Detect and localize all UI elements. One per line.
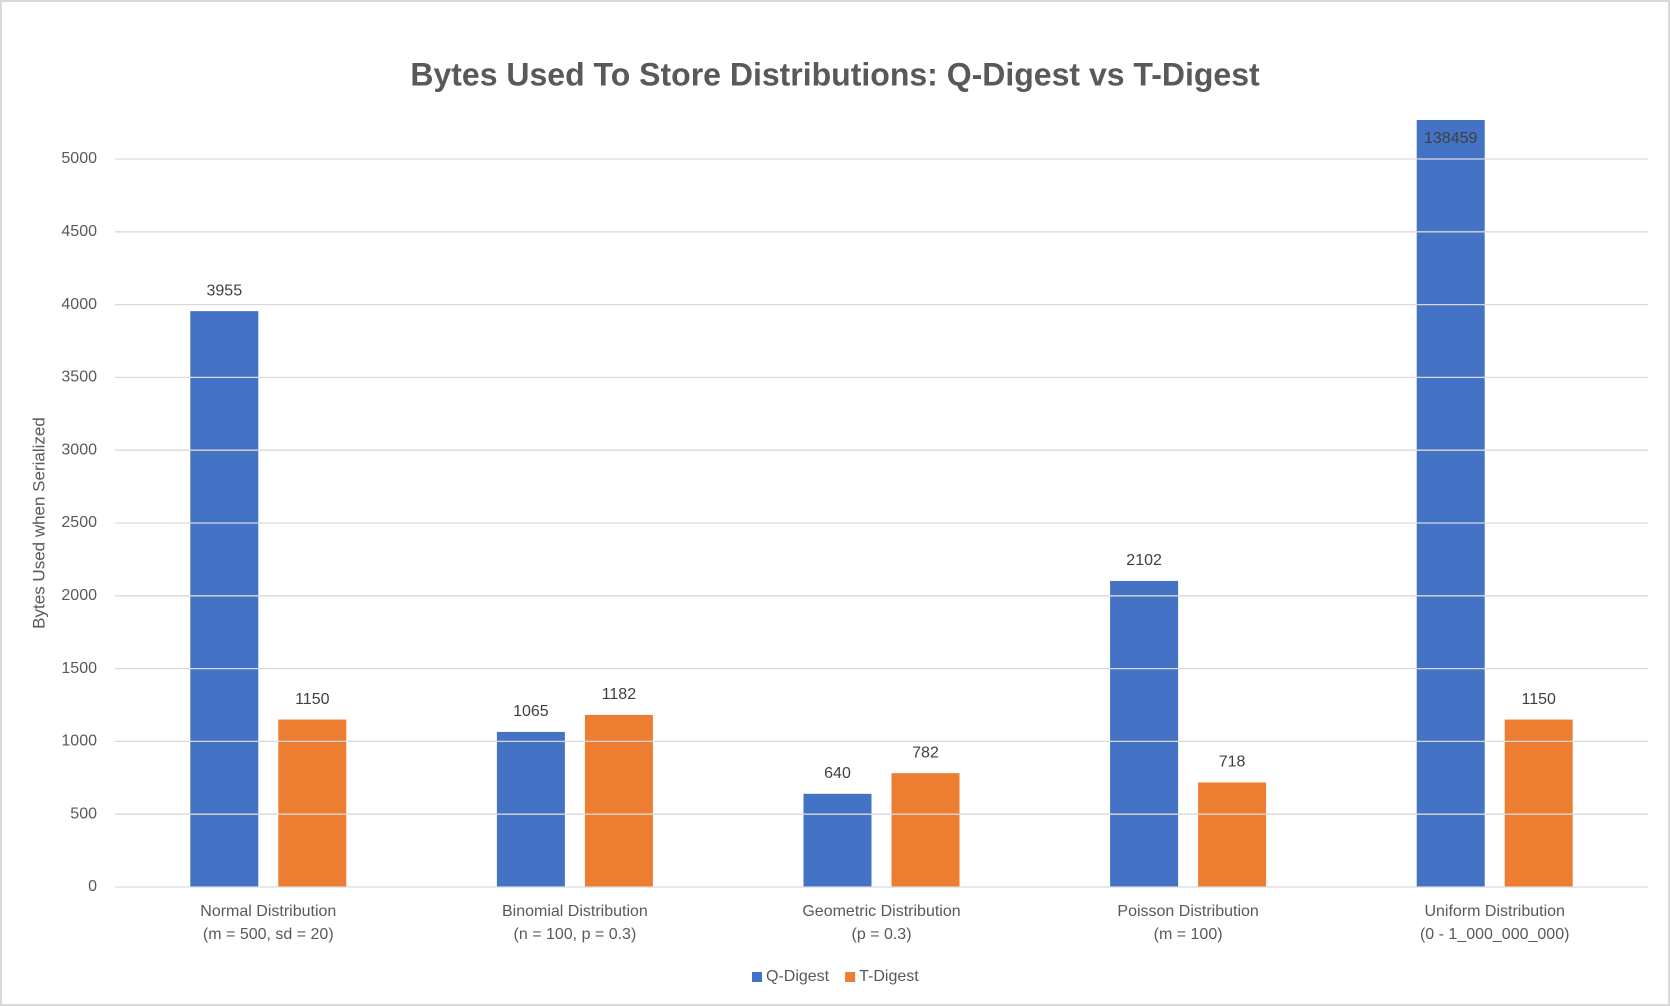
bar — [1416, 120, 1485, 887]
chart-title: Bytes Used To Store Distributions: Q-Dig… — [410, 56, 1260, 92]
plot-area — [190, 120, 1573, 888]
value-label: 718 — [1219, 754, 1246, 771]
y-tick-label: 0 — [88, 878, 97, 895]
legend-label: Q-Digest — [766, 968, 830, 985]
y-tick-label: 1000 — [61, 733, 97, 750]
bar — [1504, 719, 1573, 887]
value-label: 3955 — [207, 282, 243, 299]
x-tick-label: (0 - 1_000_000_000) — [1420, 926, 1569, 943]
value-label: 138459 — [1424, 130, 1477, 147]
y-tick-label: 1500 — [61, 660, 97, 677]
x-tick-label: (p = 0.3) — [851, 926, 911, 943]
y-tick-label: 4500 — [61, 223, 97, 240]
y-tick-label: 4000 — [61, 296, 97, 313]
value-label: 1150 — [295, 691, 330, 708]
x-tick-label: Geometric Distribution — [802, 903, 960, 920]
y-tick-label: 2500 — [61, 514, 97, 531]
y-tick-label: 5000 — [61, 150, 97, 167]
bar — [190, 311, 259, 888]
x-tick-label: (m = 100) — [1154, 926, 1223, 943]
bar — [496, 731, 565, 887]
x-tick-label: Poisson Distribution — [1117, 903, 1258, 920]
y-axis-label: Bytes Used when Serialized — [29, 417, 48, 629]
value-label: 2102 — [1126, 552, 1162, 569]
y-tick-label: 500 — [70, 805, 97, 822]
x-tick-label: Uniform Distribution — [1424, 903, 1564, 920]
bar — [278, 719, 347, 887]
value-label: 640 — [824, 765, 851, 782]
bar — [803, 793, 872, 887]
legend-swatch — [845, 972, 856, 982]
x-tick-label: (n = 100, p = 0.3) — [514, 926, 637, 943]
value-label: 1182 — [602, 686, 637, 703]
bar — [891, 773, 960, 887]
y-tick-label: 3500 — [61, 369, 97, 386]
legend-swatch — [752, 972, 762, 982]
bar — [1198, 782, 1267, 887]
x-tick-label: Normal Distribution — [200, 903, 336, 920]
legend-label: T-Digest — [859, 968, 919, 985]
y-tick-label: 3000 — [61, 441, 97, 458]
y-tick-label: 2000 — [61, 587, 97, 604]
value-label: 1065 — [513, 703, 549, 720]
value-label: 1150 — [1521, 691, 1556, 708]
value-label: 782 — [912, 744, 939, 761]
bar — [1110, 580, 1179, 887]
bar — [584, 714, 653, 887]
x-tick-label: Binomial Distribution — [502, 903, 648, 920]
x-tick-label: (m = 500, sd = 20) — [203, 926, 334, 943]
